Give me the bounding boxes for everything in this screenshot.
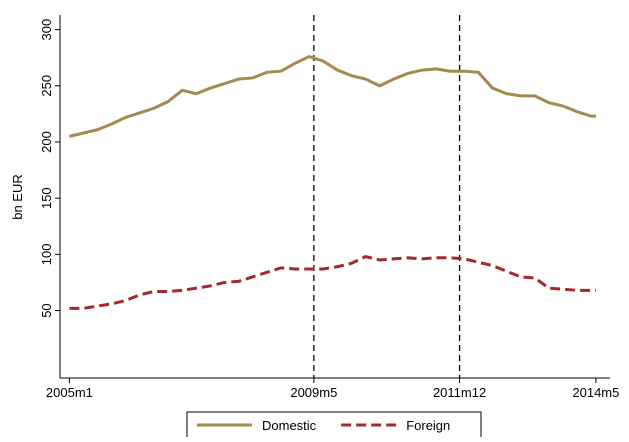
legend-label: Foreign [406,418,450,433]
legend-label: Domestic [262,418,317,433]
y-tick-label: 250 [39,75,54,97]
series-line [69,255,596,310]
y-tick-label: 100 [39,244,54,266]
series-line [69,54,596,138]
x-tick-label: 2011m12 [433,385,486,400]
legend: Domestic Foreign [186,411,482,439]
x-tick-label: 2005m1 [46,385,93,400]
y-tick-label: 150 [39,187,54,209]
y-tick-label: 50 [39,303,54,317]
y-axis-label: bn EUR [10,174,25,220]
y-tick-label: 200 [39,131,54,153]
x-tick-label: 2014m5 [572,385,619,400]
y-tick-label: 300 [39,19,54,41]
x-tick-label: 2009m5 [290,385,337,400]
